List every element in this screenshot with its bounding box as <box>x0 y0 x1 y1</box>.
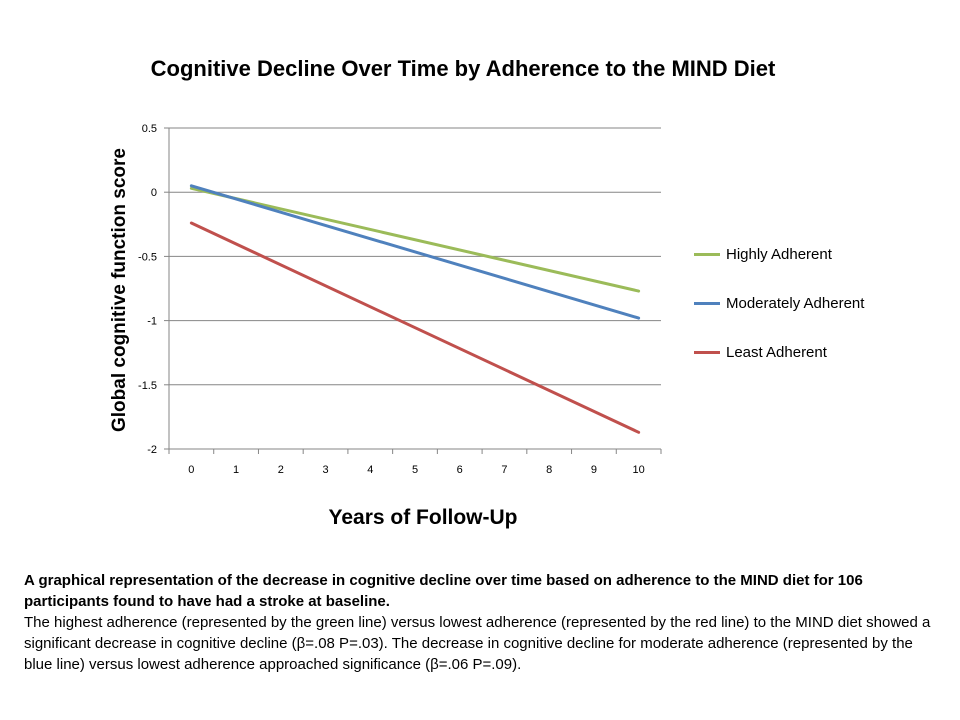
caption-body: The highest adherence (represented by th… <box>24 614 931 673</box>
x-tick-label: 7 <box>501 464 507 476</box>
series-line-highly-adherent <box>189 186 641 293</box>
y-axis-label: Global cognitive function score <box>109 148 130 432</box>
legend-item-highly-adherent: Highly Adherent <box>694 230 864 279</box>
y-tick-label: 0 <box>151 187 157 199</box>
chart-title: Cognitive Decline Over Time by Adherence… <box>150 56 776 81</box>
caption-heading: A graphical representation of the decrea… <box>24 572 863 610</box>
legend-swatch-highly-adherent <box>694 253 720 256</box>
x-tick-label: 3 <box>322 464 328 476</box>
legend-item-moderately-adherent: Moderately Adherent <box>694 279 864 328</box>
y-tick-label: -1.5 <box>138 380 157 392</box>
legend-label: Least Adherent <box>726 344 827 361</box>
y-tick-label: -2 <box>147 444 157 456</box>
legend-item-least-adherent: Least Adherent <box>694 328 864 377</box>
y-tick-label: 0.5 <box>142 123 157 135</box>
x-tick-label: 10 <box>633 464 645 476</box>
legend-swatch-moderately-adherent <box>694 302 720 305</box>
x-tick-label: 8 <box>546 464 552 476</box>
x-tick-label: 2 <box>278 464 284 476</box>
chart-legend: Highly Adherent Moderately Adherent Leas… <box>694 230 864 377</box>
x-tick-label: 6 <box>457 464 463 476</box>
y-tick-label: -1 <box>147 316 157 328</box>
x-tick-label: 0 <box>188 464 194 476</box>
x-tick-label: 9 <box>591 464 597 476</box>
figure-caption: A graphical representation of the decrea… <box>24 570 944 675</box>
x-tick-label: 4 <box>367 464 373 476</box>
x-tick-label: 1 <box>233 464 239 476</box>
series-line-moderately-adherent <box>189 184 641 320</box>
series-line-least-adherent <box>189 221 641 434</box>
legend-swatch-least-adherent <box>694 351 720 354</box>
legend-label: Moderately Adherent <box>726 295 865 312</box>
x-axis-label: Years of Follow-Up <box>328 506 518 529</box>
x-tick-label: 5 <box>412 464 418 476</box>
legend-label: Highly Adherent <box>726 246 832 263</box>
line-chart: 0.5 0 -0.5 -1 -1.5 -2 0 1 2 3 4 5 6 7 8 9 10 <box>138 123 662 476</box>
y-tick-label: -0.5 <box>138 251 157 263</box>
